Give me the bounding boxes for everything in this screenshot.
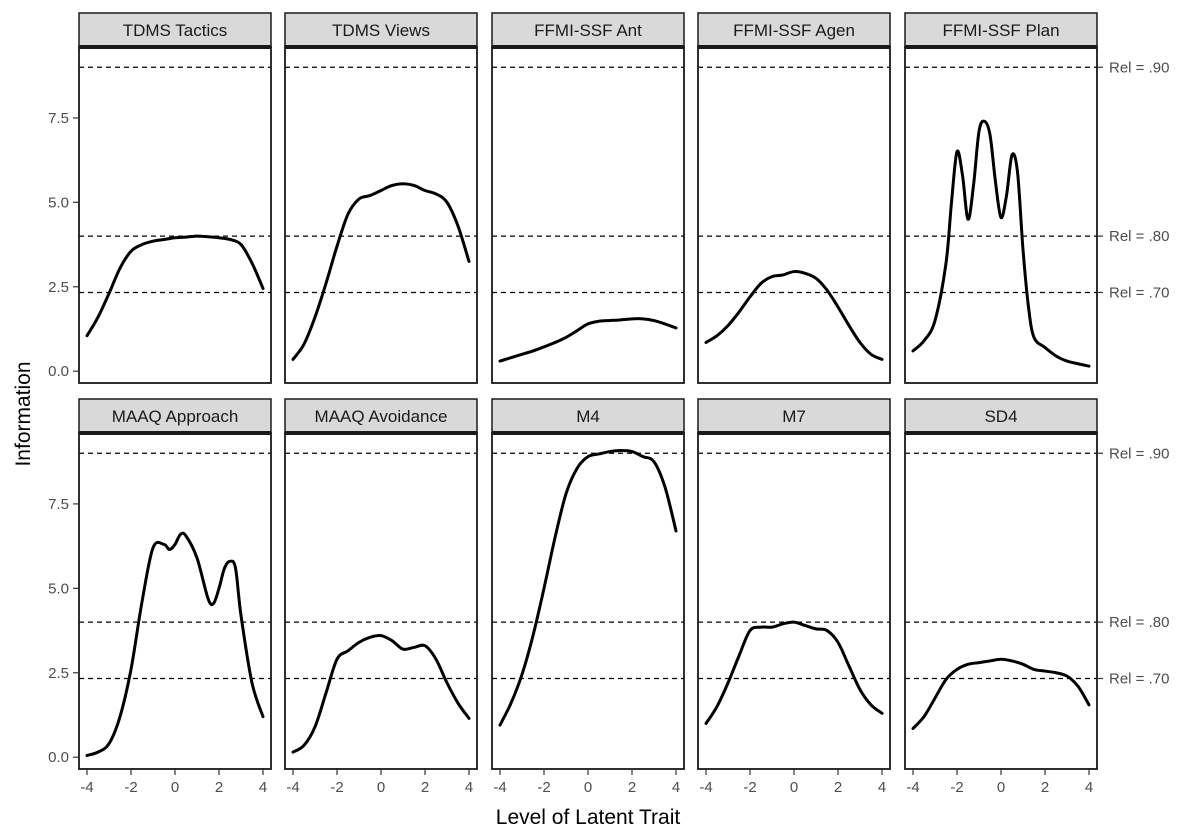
strip-label: FFMI-SSF Agen [733,21,855,40]
reference-line-label: Rel = .70 [1109,670,1169,687]
panel-border [904,46,1098,384]
information-curve [291,633,471,754]
strip-label: TDMS Views [332,21,430,40]
panel-9: M7 [697,398,891,770]
x-tick-label: 0 [790,779,798,796]
x-tick-label: 4 [672,779,680,796]
panel-4: FFMI-SSF Agen [697,12,891,384]
strip-label: FFMI-SSF Plan [942,21,1059,40]
strip-background [284,398,478,434]
panel-border [697,46,891,384]
strip-label: MAAQ Approach [112,407,239,426]
plot-area [492,47,684,383]
y-axis: 0.0 2.5 5.0 7.5 0.0 2.5 5.0 7.5 [48,110,79,766]
y-axis-title: Information [12,361,35,466]
panel-10: SD4 [904,398,1098,770]
strip-background [78,12,272,48]
plot-area [285,47,477,383]
strip-label: M4 [576,407,600,426]
panels-layer: TDMS Tactics TDMS Views FFMI-SSF Ant FFMI-S… [78,12,1098,770]
x-tick-label: -4 [80,779,93,796]
x-tick-label: 2 [628,779,636,796]
panel-3: FFMI-SSF Ant [491,12,685,384]
plot-area [905,433,1097,769]
y-tick-label: 0.0 [48,363,69,380]
x-tick-label: 4 [259,779,267,796]
x-tick-label: 2 [215,779,223,796]
panel-5: FFMI-SSF Plan [904,12,1098,384]
x-axis: -4 -2 0 2 4 -4 -2 0 2 4 -4 -2 0 2 4 -4 -2 0 2 4 -4 -2 0 2 4 [80,769,1093,796]
x-tick-label: -2 [537,779,550,796]
reference-line-label: Rel = .90 [1109,445,1169,462]
information-curve [704,270,884,361]
x-tick-label: 0 [171,779,179,796]
panel-6: MAAQ Approach [78,398,272,770]
strip-label: FFMI-SSF Ant [534,21,642,40]
reference-line-label: Rel = .80 [1109,614,1169,631]
strip-background [697,398,891,434]
panel-2: TDMS Views [284,12,478,384]
information-curve [85,234,265,338]
y-tick-label: 7.5 [48,110,69,127]
y-tick-label: 0.0 [48,749,69,766]
information-curve [911,657,1091,730]
panel-border [491,46,685,384]
y-tick-label: 5.0 [48,580,69,597]
panel-1: TDMS Tactics [78,12,272,384]
reference-line-label: Rel = .90 [1109,59,1169,76]
strip-label: TDMS Tactics [123,21,228,40]
reference-line-label: Rel = .80 [1109,228,1169,245]
y-tick-label: 2.5 [48,665,69,682]
strip-label: SD4 [984,407,1017,426]
panel-border [78,46,272,384]
x-tick-label: 4 [1085,779,1093,796]
plot-area [698,47,890,383]
information-curve [911,119,1091,368]
y-tick-label: 7.5 [48,496,69,513]
x-tick-label: 4 [878,779,886,796]
reference-line-labels: Rel = .90 Rel = .80 Rel = .70 Rel = .90 Rel … [1097,59,1169,687]
x-tick-label: -2 [950,779,963,796]
x-tick-label: 0 [997,779,1005,796]
plot-area [79,47,271,383]
x-tick-label: -4 [906,779,919,796]
plot-area [79,433,271,769]
x-tick-label: 2 [834,779,842,796]
x-tick-label: -4 [286,779,299,796]
x-axis-title: Level of Latent Trait [496,806,681,829]
x-tick-label: 2 [1041,779,1049,796]
strip-label: M7 [782,407,806,426]
x-tick-label: -2 [743,779,756,796]
strip-background [904,398,1098,434]
information-curve [498,449,678,727]
strip-label: MAAQ Avoidance [315,407,448,426]
x-tick-label: 0 [584,779,592,796]
plot-area [698,433,890,769]
x-tick-label: -4 [493,779,506,796]
x-tick-label: -2 [330,779,343,796]
panel-border [284,46,478,384]
strip-background [491,398,685,434]
y-tick-label: 2.5 [48,279,69,296]
y-tick-label: 5.0 [48,194,69,211]
plot-area [285,433,477,769]
panel-8: M4 [491,398,685,770]
x-tick-label: 0 [377,779,385,796]
x-tick-label: -4 [699,779,712,796]
x-tick-label: -2 [124,779,137,796]
information-curve [498,317,678,363]
information-curve [291,182,471,361]
plot-area [492,433,684,769]
information-curve [85,531,265,757]
x-tick-label: 2 [421,779,429,796]
x-tick-label: 4 [465,779,473,796]
reference-line-label: Rel = .70 [1109,284,1169,301]
information-curve [704,620,884,725]
panel-7: MAAQ Avoidance [284,398,478,770]
